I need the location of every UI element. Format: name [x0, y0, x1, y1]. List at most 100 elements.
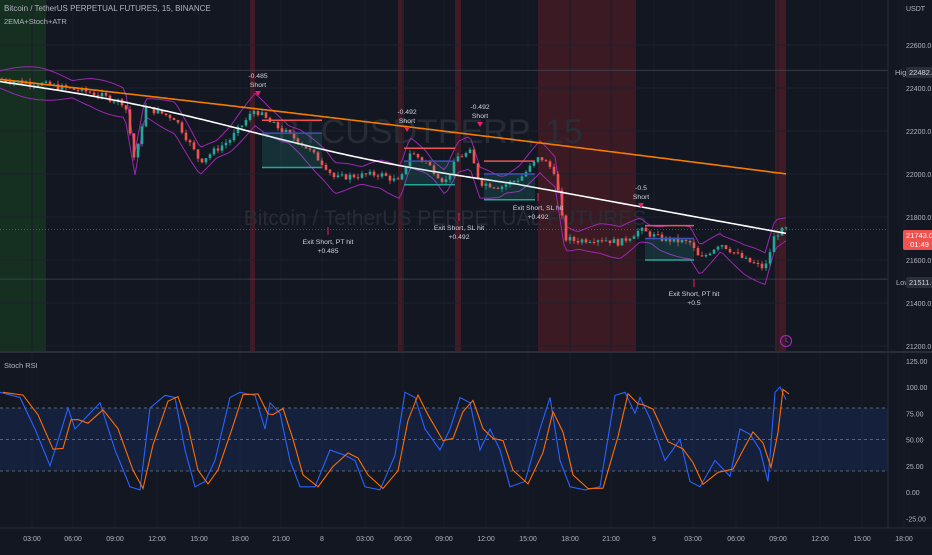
candle-body	[416, 154, 420, 158]
candle-body	[616, 239, 620, 246]
candle-body	[452, 161, 456, 175]
candle-body	[532, 161, 536, 166]
candle-body	[336, 175, 340, 178]
candle-body	[276, 122, 280, 129]
indicator-label[interactable]: 2EMA+Stoch+ATR	[4, 17, 67, 26]
time-tick-label: 15:00	[853, 536, 871, 543]
trade-2[interactable]: -0.492 Short Exit Short, SL hit +0.492	[397, 109, 484, 241]
candle-body	[608, 240, 612, 244]
candle-body	[228, 140, 232, 143]
time-tick-label: 18:00	[561, 536, 579, 543]
candle-body	[340, 174, 344, 176]
trade-1[interactable]: -0.485 Short Exit Short, PT hit +0.485	[248, 73, 353, 255]
candle-body	[628, 238, 632, 241]
candle-body	[168, 114, 172, 119]
candle-body	[392, 178, 396, 181]
candle-body	[380, 173, 384, 177]
candle-body	[580, 239, 584, 243]
price-tick-label: 22200.0	[906, 129, 931, 136]
price-tick-label: 22000.0	[906, 172, 931, 179]
candle-body	[756, 262, 760, 264]
entry-label: Short	[633, 194, 649, 201]
candle-body	[288, 130, 292, 134]
candle-body	[420, 157, 424, 161]
candle-body	[472, 149, 476, 164]
stoch-d-line	[2, 388, 790, 491]
candle-body	[592, 242, 596, 244]
candle-body	[556, 173, 560, 191]
candle-body	[384, 173, 388, 176]
candle-body	[360, 173, 364, 178]
price-tick-label: 21400.0	[906, 301, 931, 308]
candle-body	[144, 106, 148, 127]
entry-arrow-icon	[638, 203, 644, 208]
stoch-tick-label: 125.00	[906, 359, 928, 366]
candle-body	[516, 180, 520, 182]
candle-body	[28, 81, 32, 86]
candle-body	[12, 81, 16, 84]
last-price-badge: 21743.0 01:49	[903, 230, 932, 250]
candle-body	[292, 133, 296, 139]
stoch-k-line	[0, 386, 787, 491]
clock-icon[interactable]	[779, 334, 793, 348]
candle-body	[604, 240, 608, 242]
candle-body	[72, 87, 76, 90]
time-tick-label: 8	[320, 536, 324, 543]
candle-body	[636, 230, 640, 237]
candle-body	[124, 105, 128, 110]
profit-zone	[262, 133, 322, 168]
candle-body	[484, 183, 488, 186]
entry-value: -0.492	[470, 104, 489, 111]
candle-body	[752, 262, 756, 264]
exit-label: Exit Short, PT hit	[303, 239, 354, 246]
candle-body	[60, 85, 64, 90]
candle-body	[356, 177, 360, 179]
time-tick-label: 21:00	[272, 536, 290, 543]
candle-body	[620, 238, 624, 246]
time-tick-label: 03:00	[356, 536, 374, 543]
candle-body	[500, 186, 504, 189]
candle-body	[704, 255, 708, 257]
candle-body	[388, 175, 392, 181]
candle-body	[304, 145, 308, 149]
stoch-tick-label: 50.00	[906, 438, 924, 445]
exit-label: Exit Short, SL hit	[513, 205, 563, 212]
candle-body	[760, 263, 764, 269]
exit-value: +0.492	[449, 234, 470, 241]
candle-body	[160, 109, 164, 114]
trade-3[interactable]: -0.492 Short Exit Short, SL hit +0.492	[470, 104, 563, 221]
high-value-badge: 22482.6	[906, 67, 932, 78]
ema-fast-line	[0, 80, 787, 235]
candle-body	[156, 109, 160, 114]
time-tick-label: 15:00	[190, 536, 208, 543]
watermark-name: Bitcoin / TetherUS PERPETUAL FUTURES	[244, 207, 647, 230]
candle-body	[676, 237, 680, 243]
symbol-line[interactable]: Bitcoin / TetherUS PERPETUAL FUTURES, 15…	[4, 4, 211, 13]
candle-body	[748, 257, 752, 263]
candle-body	[212, 148, 216, 155]
exit-label: Exit Short, PT hit	[669, 291, 720, 298]
candle-body	[128, 109, 132, 134]
candle-body	[744, 257, 748, 259]
candle-body	[768, 252, 772, 264]
price-tick-label: 21200.0	[906, 344, 931, 351]
candle-body	[476, 163, 480, 179]
candle-body	[536, 157, 540, 162]
candle-body	[436, 173, 440, 179]
entry-label: Short	[250, 82, 266, 89]
time-tick-label: 06:00	[394, 536, 412, 543]
price-tick-label: 21600.0	[906, 258, 931, 265]
trade-4[interactable]: -0.5 Short Exit Short, PT hit +0.5	[633, 185, 720, 307]
candle-body	[548, 161, 552, 167]
candle-body	[708, 253, 712, 256]
atr-lower-band	[0, 87, 787, 286]
candle-body	[712, 249, 716, 254]
candle-body	[632, 236, 636, 239]
stoch-title[interactable]: Stoch RSI	[4, 361, 38, 370]
time-tick-label: 06:00	[727, 536, 745, 543]
candle-body	[724, 245, 728, 250]
candle-body	[252, 111, 256, 114]
entry-label: Short	[399, 118, 415, 125]
